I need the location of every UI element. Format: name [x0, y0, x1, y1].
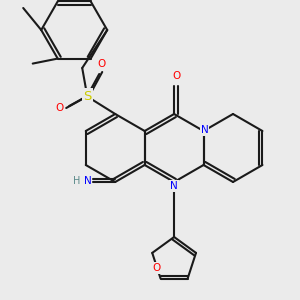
Text: N: N — [84, 176, 92, 186]
Text: O: O — [152, 263, 160, 273]
Text: S: S — [83, 89, 92, 103]
Text: O: O — [97, 59, 105, 69]
Text: N: N — [201, 125, 208, 135]
Text: O: O — [55, 103, 63, 113]
Text: O: O — [172, 71, 180, 81]
Text: N: N — [170, 181, 178, 191]
Text: H: H — [73, 176, 80, 186]
